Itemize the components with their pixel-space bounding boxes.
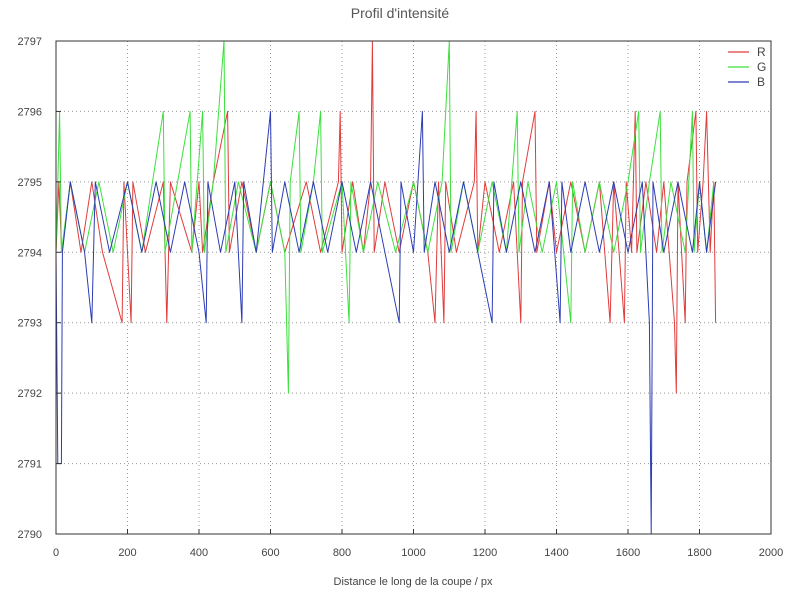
x-tick-label: 200 bbox=[118, 547, 136, 559]
legend-label-b: B bbox=[757, 75, 765, 89]
legend-label-r: R bbox=[757, 45, 766, 59]
x-tick-label: 1400 bbox=[544, 547, 568, 559]
x-axis-label: Distance le long de la coupe / px bbox=[334, 576, 493, 588]
x-tick-label: 1000 bbox=[401, 547, 425, 559]
y-tick-label: 2796 bbox=[18, 106, 42, 118]
series-line-b bbox=[55, 110, 717, 535]
x-axis-ticks: 0 200 400 600 800 1000 1200 1400 1600 1800 2000 bbox=[53, 529, 783, 559]
x-tick-label: 2000 bbox=[759, 547, 783, 559]
y-tick-label: 2797 bbox=[18, 36, 42, 48]
x-tick-label: 0 bbox=[53, 547, 59, 559]
series-lines bbox=[55, 40, 717, 535]
y-axis-ticks: 2790 2791 2792 2793 2794 2795 2796 2797 bbox=[18, 36, 61, 541]
chart-title: Profil d'intensité bbox=[351, 5, 450, 21]
x-tick-label: 800 bbox=[333, 547, 351, 559]
x-tick-label: 1600 bbox=[616, 547, 640, 559]
y-tick-label: 2794 bbox=[18, 247, 42, 259]
x-tick-label: 1200 bbox=[473, 547, 497, 559]
y-tick-label: 2791 bbox=[18, 459, 42, 471]
y-tick-label: 2790 bbox=[18, 529, 42, 541]
x-tick-label: 1800 bbox=[687, 547, 711, 559]
series-line-g bbox=[55, 40, 715, 394]
series-line-r bbox=[55, 40, 717, 394]
y-tick-label: 2793 bbox=[18, 318, 42, 330]
x-tick-label: 400 bbox=[190, 547, 208, 559]
legend-label-g: G bbox=[757, 60, 766, 74]
y-tick-label: 2792 bbox=[18, 388, 42, 400]
legend: RGB bbox=[728, 45, 766, 89]
x-tick-label: 600 bbox=[261, 547, 279, 559]
y-tick-label: 2795 bbox=[18, 177, 42, 189]
